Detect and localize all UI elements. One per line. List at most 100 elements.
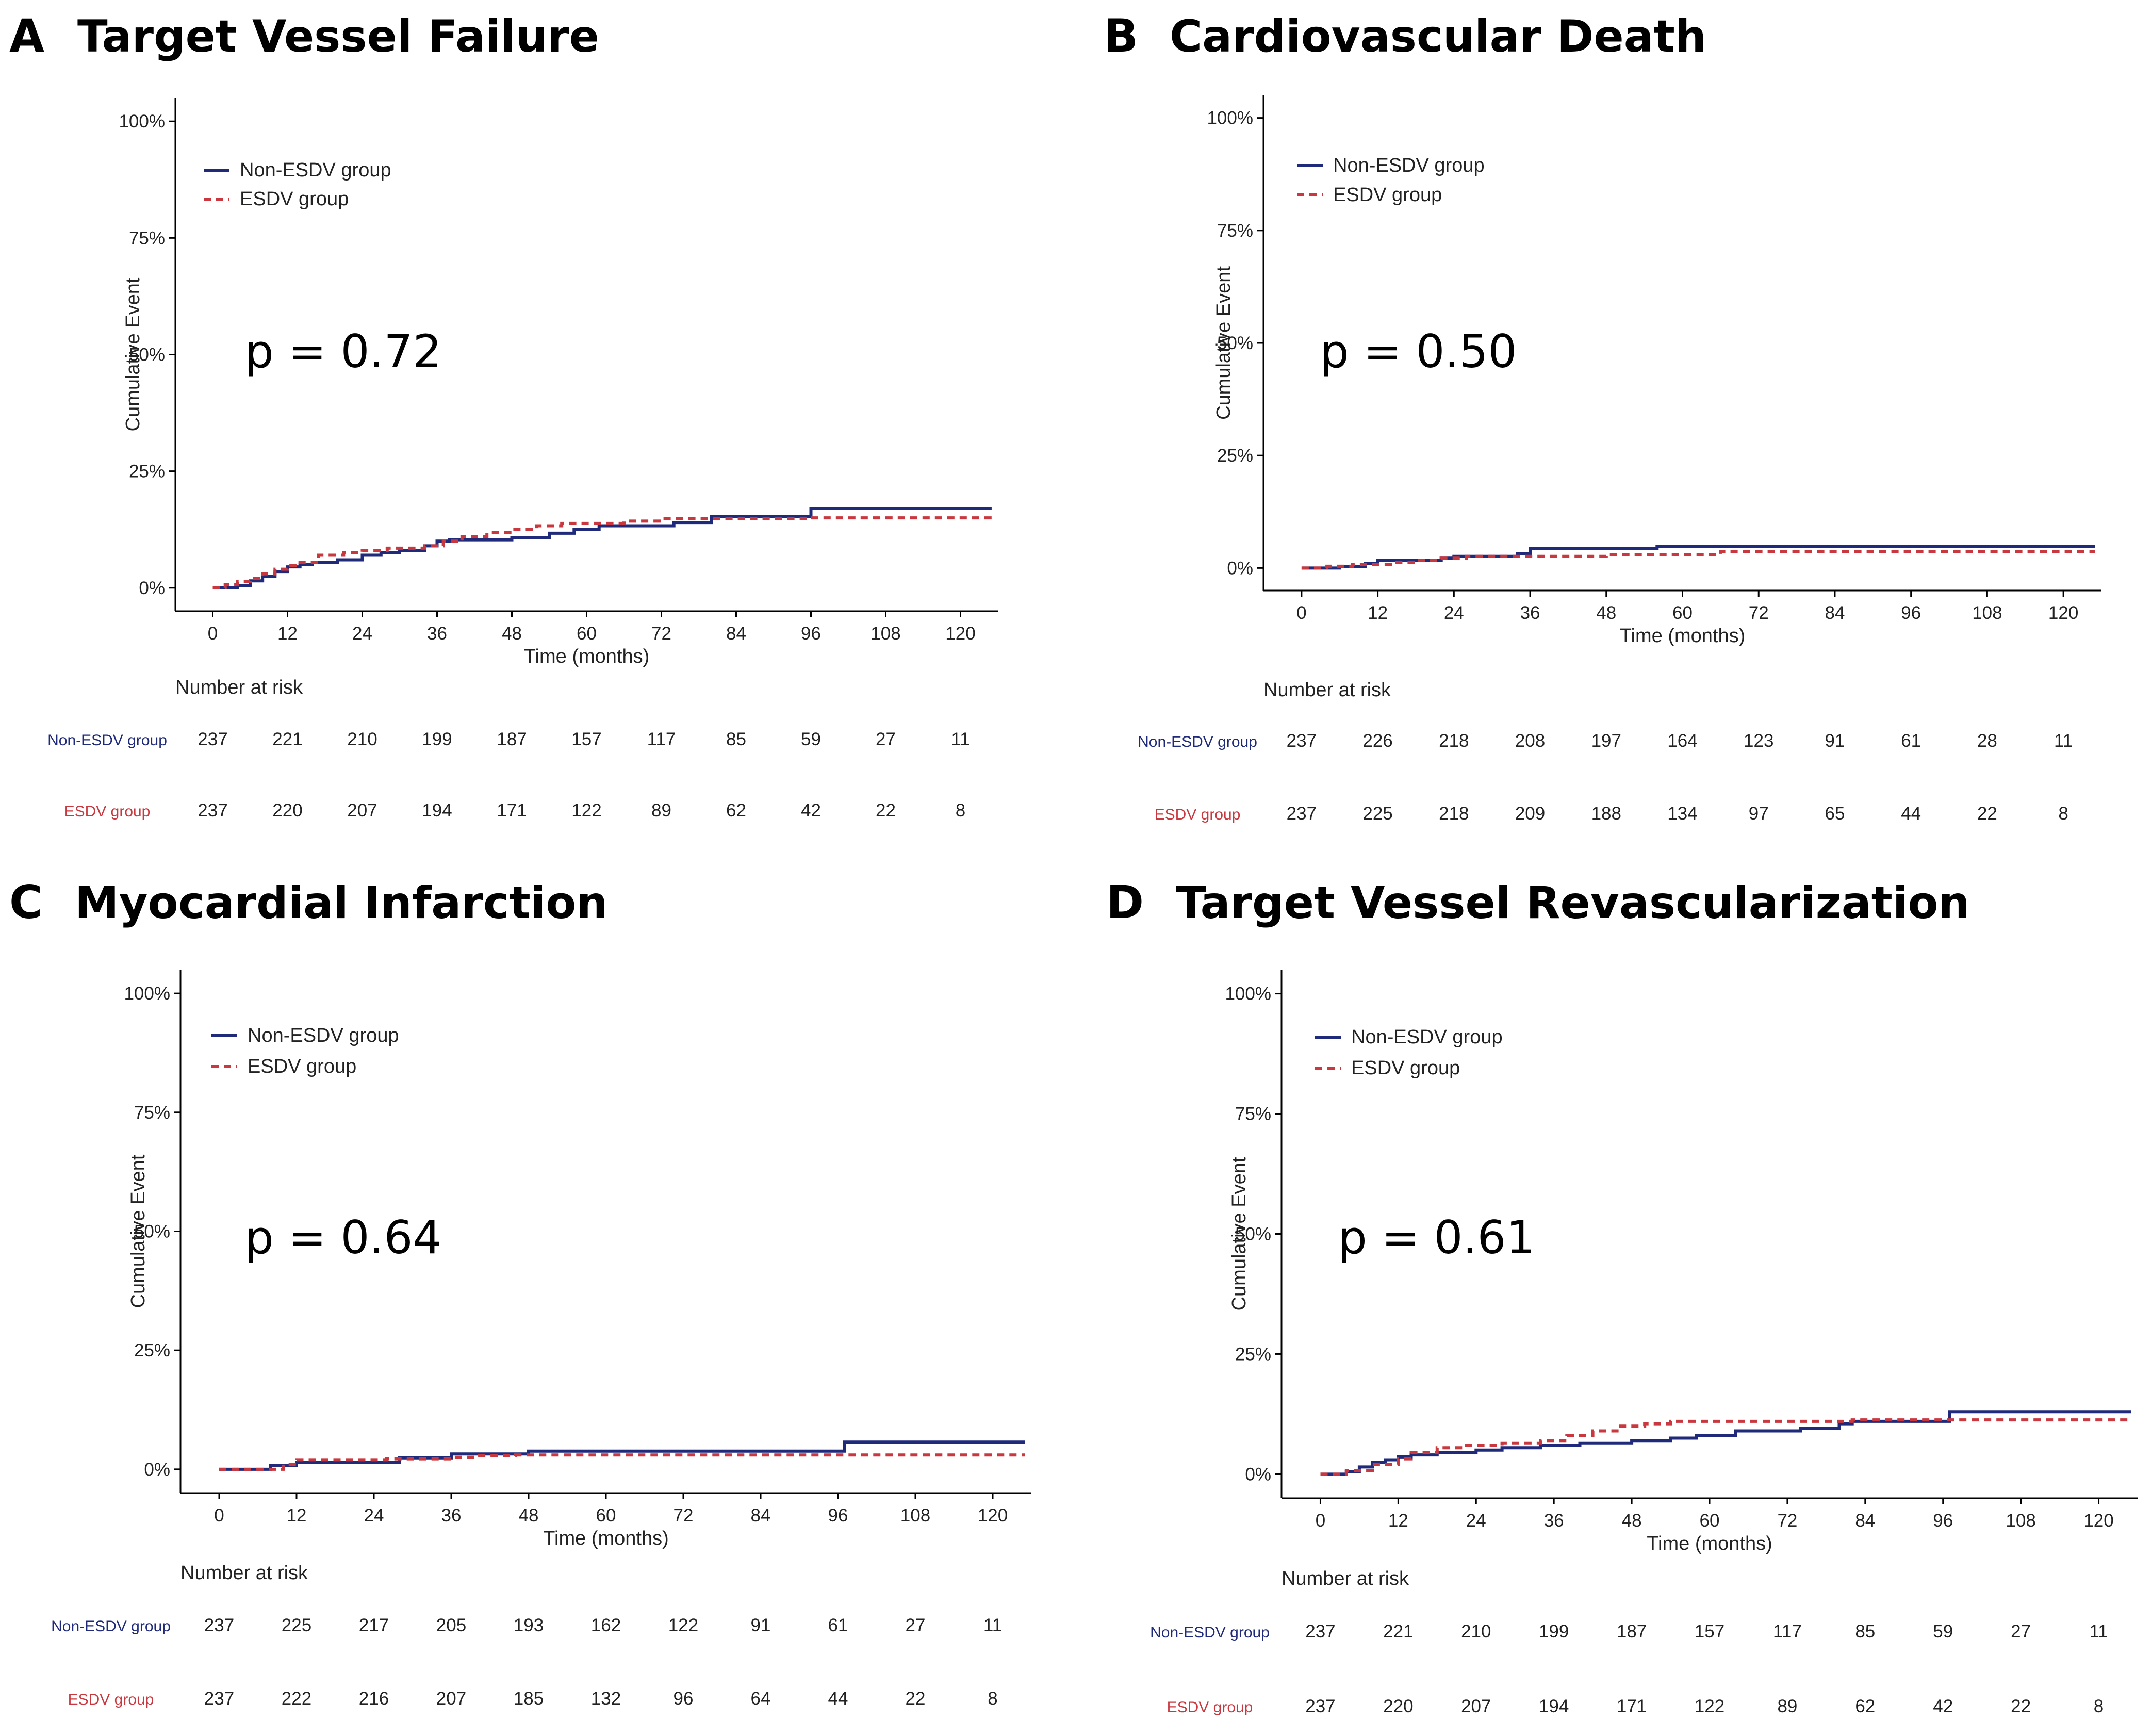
- x-tick-label: 48: [1622, 1511, 1642, 1531]
- non-esdv-curve: [1320, 1410, 2131, 1476]
- non-esdv-curve: [212, 507, 992, 589]
- risk-count: 11: [2089, 1622, 2108, 1642]
- legend-label: ESDV group: [248, 1056, 356, 1077]
- risk-count: 62: [1855, 1696, 1875, 1716]
- x-tick-label: 48: [1596, 603, 1616, 623]
- x-tick-label: 36: [1520, 603, 1540, 623]
- legend-label: ESDV group: [240, 188, 349, 210]
- panel-title: Myocardial Infarction: [75, 877, 608, 929]
- x-tick-label: 96: [801, 624, 821, 644]
- x-tick-label: 60: [1672, 603, 1693, 623]
- risk-count: 11: [951, 729, 970, 749]
- y-tick-label: 75%: [134, 1103, 170, 1123]
- x-tick-label: 108: [900, 1505, 930, 1526]
- risk-count: 85: [726, 729, 746, 749]
- x-tick-label: 0: [1296, 603, 1306, 623]
- non-esdv-curve: [1301, 545, 2095, 570]
- legend-label: Non-ESDV group: [240, 159, 391, 181]
- risk-count: 210: [347, 729, 377, 749]
- risk-row-label-non-esdv: Non-ESDV group: [1150, 1624, 1270, 1641]
- legend-label: ESDV group: [1333, 184, 1442, 206]
- esdv-curve: [1320, 1418, 2131, 1476]
- risk-count: 42: [801, 800, 821, 821]
- risk-row-label-non-esdv: Non-ESDV group: [51, 1618, 171, 1635]
- esdv-curve: [212, 516, 992, 589]
- risk-count: 205: [436, 1615, 466, 1635]
- panel-letter: A: [9, 9, 44, 62]
- x-tick-label: 0: [1316, 1511, 1325, 1531]
- panel-letter: C: [9, 876, 43, 929]
- risk-count: 157: [1695, 1622, 1724, 1642]
- y-axis-title: Cumulative Event: [127, 1154, 149, 1308]
- risk-row-label-non-esdv: Non-ESDV group: [47, 732, 167, 749]
- risk-count: 62: [726, 800, 746, 821]
- risk-count: 237: [1305, 1622, 1335, 1642]
- x-tick-label: 72: [1749, 603, 1769, 623]
- risk-count: 171: [1617, 1696, 1647, 1716]
- risk-count: 209: [1515, 804, 1545, 824]
- y-tick-label: 0%: [139, 578, 165, 598]
- x-tick-label: 48: [502, 624, 522, 644]
- risk-count: 207: [1461, 1696, 1491, 1716]
- risk-count: 22: [1977, 804, 1997, 824]
- panel-c: C Myocardial Infarction 0% 25% 50% 75% 100% 0 12…: [9, 876, 1031, 1709]
- risk-count: 220: [272, 800, 302, 821]
- legend-label: Non-ESDV group: [1351, 1026, 1503, 1048]
- risk-count: 22: [876, 800, 896, 821]
- x-tick-label: 96: [1901, 603, 1921, 623]
- risk-count: 96: [673, 1689, 694, 1709]
- x-tick-label: 12: [277, 624, 298, 644]
- risk-count: 210: [1461, 1622, 1491, 1642]
- y-tick-label: 50%: [129, 345, 165, 365]
- y-tick-label: 25%: [129, 462, 165, 482]
- p-value-label: p = 0.61: [1338, 1211, 1535, 1264]
- panel-title: Target Vessel Revascularization: [1176, 877, 1970, 929]
- risk-row-label-non-esdv: Non-ESDV group: [1138, 733, 1257, 750]
- panel-title: Cardiovascular Death: [1170, 11, 1706, 62]
- x-tick-label: 72: [673, 1505, 694, 1526]
- legend-label: Non-ESDV group: [1333, 155, 1485, 176]
- panel-a: A Target Vessel Failure 0% 25% 50% 75% 100% 0 12…: [9, 9, 998, 821]
- risk-count: 185: [514, 1689, 544, 1709]
- risk-count: 226: [1362, 731, 1392, 751]
- risk-count: 22: [906, 1689, 926, 1709]
- risk-count: 237: [1305, 1696, 1335, 1716]
- risk-count: 197: [1591, 731, 1621, 751]
- risk-count: 218: [1439, 804, 1469, 824]
- y-axis-title: Cumulative Event: [1213, 266, 1235, 420]
- risk-count: 89: [651, 800, 671, 821]
- risk-count: 187: [1617, 1622, 1647, 1642]
- risk-count: 237: [204, 1689, 234, 1709]
- risk-row-label-esdv: ESDV group: [1155, 806, 1241, 823]
- p-value-label: p = 0.64: [245, 1211, 441, 1264]
- x-tick-label: 108: [2006, 1511, 2035, 1531]
- risk-count: 22: [2011, 1696, 2031, 1716]
- risk-count: 61: [828, 1615, 848, 1635]
- y-tick-label: 0%: [144, 1460, 170, 1480]
- risk-count: 27: [906, 1615, 926, 1635]
- risk-count: 8: [988, 1689, 997, 1709]
- risk-count: 217: [359, 1615, 389, 1635]
- y-tick-label: 75%: [129, 228, 165, 248]
- x-axis-title: Time (months): [524, 646, 650, 667]
- x-tick-label: 0: [208, 624, 218, 644]
- x-tick-label: 84: [726, 624, 746, 644]
- risk-count: 237: [198, 800, 227, 821]
- risk-count: 59: [801, 729, 821, 749]
- risk-count: 27: [876, 729, 896, 749]
- x-tick-label: 60: [1700, 1511, 1720, 1531]
- risk-count: 218: [1439, 731, 1469, 751]
- panel-letter: B: [1104, 9, 1138, 62]
- risk-count: 237: [204, 1615, 234, 1635]
- y-tick-label: 50%: [1235, 1224, 1271, 1244]
- risk-count: 65: [1825, 804, 1845, 824]
- y-tick-label: 0%: [1245, 1464, 1271, 1484]
- y-tick-label: 0%: [1227, 558, 1253, 578]
- x-tick-label: 24: [1444, 603, 1464, 623]
- risk-count: 164: [1667, 731, 1697, 751]
- panel-letter: D: [1106, 876, 1144, 929]
- risk-count: 117: [647, 729, 676, 749]
- risk-count: 42: [1933, 1696, 1953, 1716]
- risk-count: 132: [591, 1689, 621, 1709]
